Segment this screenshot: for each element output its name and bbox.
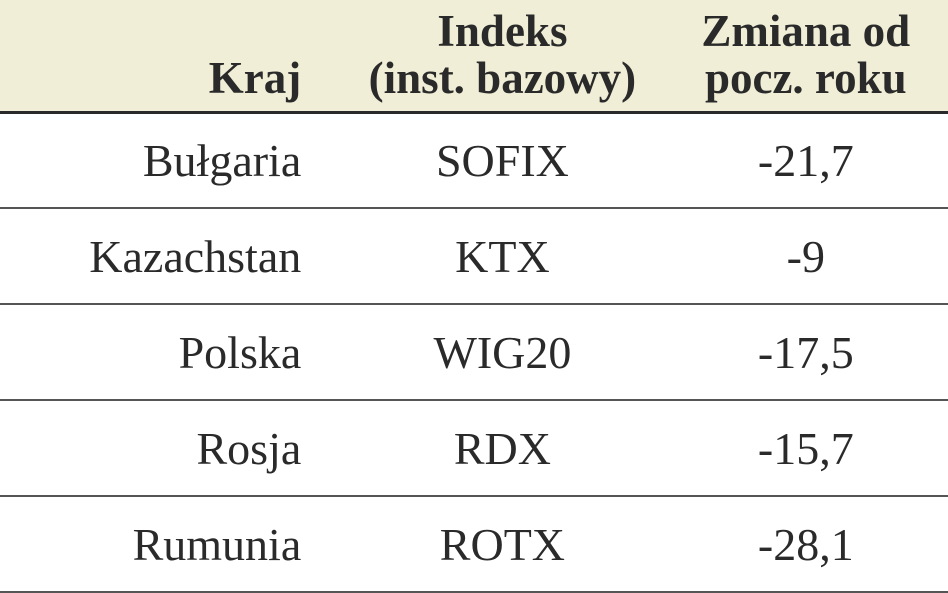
cell-country: Polska [0, 304, 341, 400]
cell-change: -17,5 [664, 304, 948, 400]
col-header-index: Indeks (inst. bazowy) [341, 0, 663, 112]
col-header-country: Kraj [0, 0, 341, 112]
cell-change: -9 [664, 208, 948, 304]
table-row: Bułgaria SOFIX -21,7 [0, 112, 948, 208]
cell-index: RDX [341, 400, 663, 496]
cell-country: Kazachstan [0, 208, 341, 304]
table-row: Rumunia ROTX -28,1 [0, 496, 948, 592]
header-line1: Zmiana od [701, 6, 910, 56]
cell-index: ROTX [341, 496, 663, 592]
table-row: Kazachstan KTX -9 [0, 208, 948, 304]
cell-index: SOFIX [341, 112, 663, 208]
cell-change: -28,1 [664, 496, 948, 592]
cell-country: Rosja [0, 400, 341, 496]
table-row: Rosja RDX -15,7 [0, 400, 948, 496]
cell-country: Bułgaria [0, 112, 341, 208]
stock-indices-table: Kraj Indeks (inst. bazowy) Zmiana od poc… [0, 0, 948, 593]
table-row: Polska WIG20 -17,5 [0, 304, 948, 400]
header-line2: (inst. bazowy) [369, 53, 637, 103]
cell-country: Rumunia [0, 496, 341, 592]
cell-change: -15,7 [664, 400, 948, 496]
header-line1: Indeks [437, 6, 567, 56]
cell-change: -21,7 [664, 112, 948, 208]
header-line2: pocz. roku [705, 53, 907, 103]
col-header-change: Zmiana od pocz. roku [664, 0, 948, 112]
table-header-row: Kraj Indeks (inst. bazowy) Zmiana od poc… [0, 0, 948, 112]
cell-index: WIG20 [341, 304, 663, 400]
cell-index: KTX [341, 208, 663, 304]
header-line2: Kraj [209, 53, 301, 103]
